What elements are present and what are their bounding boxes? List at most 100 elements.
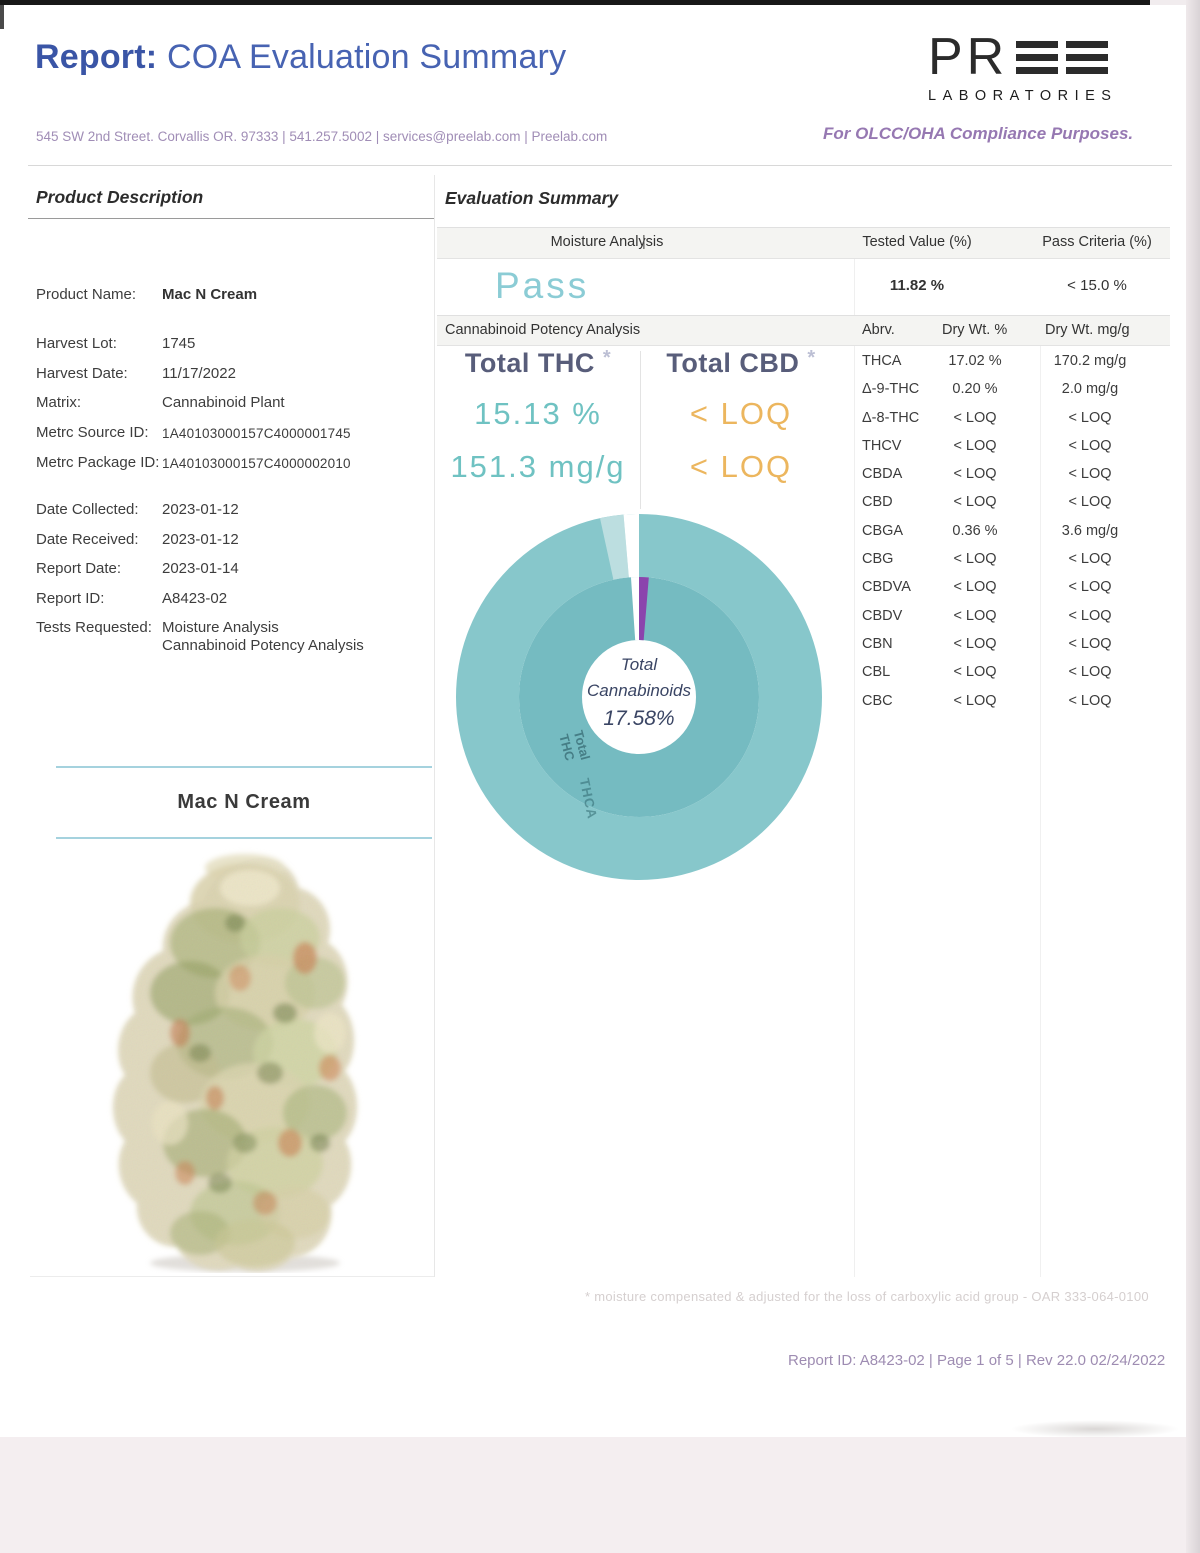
field-label: Date Collected: (36, 501, 139, 518)
field-label: Product Name: (36, 286, 137, 303)
page-footer: Report ID: A8423-02 | Page 1 of 5 | Rev … (788, 1352, 1166, 1369)
pass-criteria-header: Pass Criteria (%) (1042, 234, 1152, 250)
cannabinoid-abrv: CBC (862, 692, 893, 709)
cannabinoid-abrv: CBGA (862, 522, 904, 539)
cannabinoid-mgg: < LOQ (1068, 579, 1112, 596)
left-panel-bottom-line (30, 1276, 434, 1277)
moisture-header-row: Moisture Analysis | Tested Value (%) Pas… (437, 227, 1170, 259)
cannabinoid-row: THCV < LOQ < LOQ (856, 435, 1176, 463)
field-value: 2023-01-12 (162, 530, 239, 548)
cannabinoid-row: CBGA 0.36 % 3.6 mg/g (856, 520, 1176, 548)
photo-card-bottom-line (56, 837, 432, 839)
moisture-label: Moisture Analysis (550, 234, 664, 250)
photo-card-top-line (56, 766, 432, 768)
logo-subtitle: LABORATORIES (928, 88, 1118, 104)
moisture-result-row: Pass 11.82 % < 15.0 % (437, 259, 1170, 316)
field-value: Mac N Cream (162, 286, 258, 303)
product-fields: Product Name: Mac N Cream Harvest Lot: 1745… (36, 286, 436, 667)
logo-e-bars-icon (1016, 40, 1059, 74)
scan-smudge (1010, 1420, 1180, 1438)
product-field-row: Tests Requested: Moisture Analysis Cannab… (36, 619, 436, 655)
cannabinoid-abrv: CBL (862, 664, 891, 681)
abrv-header: Abrv. (862, 322, 895, 338)
cannabinoid-abrv: Δ-9-THC (862, 381, 920, 398)
moisture-footnote: * moisture compensated & adjusted for th… (585, 1289, 1149, 1304)
cannabinoid-abrv: CBN (862, 635, 893, 652)
cannabinoid-pct: < LOQ (953, 692, 997, 709)
cannabinoid-abrv: CBD (862, 494, 893, 511)
cannabinoid-pct: 0.36 % (952, 522, 998, 539)
cannabinoid-row: CBD < LOQ < LOQ (856, 491, 1176, 519)
asterisk: * (602, 347, 612, 369)
asterisk: * (807, 347, 816, 369)
total-thc-title: Total THC * (464, 347, 612, 378)
field-value: 1745 (162, 335, 196, 352)
cannabinoid-row: CBDA < LOQ < LOQ (856, 463, 1176, 491)
cannabinoid-mgg: < LOQ (1068, 635, 1112, 652)
table-divider-1 (854, 257, 855, 1277)
scan-edge-top (0, 0, 1150, 5)
total-cbd-mgg: < LOQ (689, 449, 793, 484)
field-value: Cannabinoid Plant (162, 394, 285, 411)
totals-divider (640, 351, 641, 509)
cannabinoid-row: CBDVA < LOQ < LOQ (856, 576, 1176, 604)
cannabinoid-pct: < LOQ (953, 494, 997, 511)
cannabinoid-abrv: THCV (862, 437, 902, 454)
cannabinoid-pct: < LOQ (953, 635, 997, 652)
cannabinoid-mgg: < LOQ (1068, 607, 1112, 624)
cannabinoid-mgg: < LOQ (1068, 409, 1112, 426)
product-field-row: Matrix: Cannabinoid Plant (36, 394, 436, 412)
total-cbd-block: Total CBD * < LOQ < LOQ (648, 347, 834, 485)
field-value: 1A40103000157C4000002010 (162, 456, 351, 471)
total-thc-mgg: 151.3 mg/g (450, 449, 626, 484)
cannabinoid-mgg: < LOQ (1068, 466, 1112, 483)
logo-e-bars-icon (1066, 40, 1109, 74)
cannabinoid-pct: < LOQ (953, 409, 997, 426)
cannabinoid-abrv: CBDA (862, 466, 903, 483)
compliance-note: For OLCC/OHA Compliance Purposes. (823, 124, 1134, 143)
cannabinoid-row: CBDV < LOQ < LOQ (856, 605, 1176, 633)
cannabinoid-pct: < LOQ (953, 466, 997, 483)
total-cbd-title: Total CBD * (666, 347, 816, 378)
field-label: Report ID: (36, 589, 105, 607)
field-value: 2023-01-12 (162, 501, 239, 518)
cannabinoid-pct: 0.20 % (952, 381, 998, 398)
cannabinoid-abrv: Δ-8-THC (862, 409, 920, 426)
field-label: Report Date: (36, 560, 122, 577)
cannabinoid-donut-chart (456, 514, 822, 880)
header-divider (28, 165, 1172, 166)
product-field-row: Date Received: 2023-01-12 (36, 531, 436, 549)
lab-address: 545 SW 2nd Street. Corvallis OR. 97333 |… (36, 129, 608, 144)
field-value: 2023-01-14 (162, 560, 239, 577)
product-description-title: Product Description (36, 187, 204, 207)
moisture-pass-criteria: < 15.0 % (1067, 277, 1127, 294)
product-photo (113, 854, 357, 1272)
dry-wt-mgg-header: Dry Wt. mg/g (1045, 322, 1130, 338)
cannabinoid-abrv: CBDV (862, 607, 903, 624)
field-value: A8423-02 (162, 589, 228, 607)
field-label: Harvest Date: (36, 364, 128, 382)
cannabinoid-mgg: 170.2 mg/g (1053, 353, 1127, 369)
field-label: Date Received: (36, 530, 139, 548)
product-field-row: Product Name: Mac N Cream (36, 286, 436, 304)
cannabinoid-pct: < LOQ (953, 437, 997, 454)
potency-label: Cannabinoid Potency Analysis (445, 322, 641, 338)
photo-title: Mac N Cream (177, 791, 311, 813)
field-label: Metrc Source ID: (36, 423, 149, 441)
field-label: Matrix: (36, 394, 81, 411)
moisture-result: Pass (495, 265, 590, 306)
scan-edge-bottom (0, 1437, 1186, 1553)
donut-center-label: Total Cannabinoids 17.58% (587, 655, 691, 730)
column-divider (434, 175, 435, 1277)
cannabinoid-row: CBC < LOQ < LOQ (856, 690, 1176, 718)
cannabinoid-row: CBG < LOQ < LOQ (856, 548, 1176, 576)
cannabinoid-pct: < LOQ (953, 551, 997, 568)
logo-letters: PR (928, 28, 1009, 86)
cannabinoid-table: THCA 17.02 % 170.2 mg/g Δ-9-THC 0.20 % 2.0 mg… (856, 350, 1176, 718)
dry-wt-pct-header: Dry Wt. % (942, 322, 1008, 338)
product-field-row: Metrc Package ID: 1A40103000157C400000201… (36, 454, 436, 473)
cannabinoid-row: CBL < LOQ < LOQ (856, 661, 1176, 689)
cannabinoid-row: THCA 17.02 % 170.2 mg/g (856, 350, 1176, 378)
product-field-row: Report Date: 2023-01-14 (36, 560, 436, 578)
moisture-tested-value: 11.82 % (889, 277, 945, 294)
